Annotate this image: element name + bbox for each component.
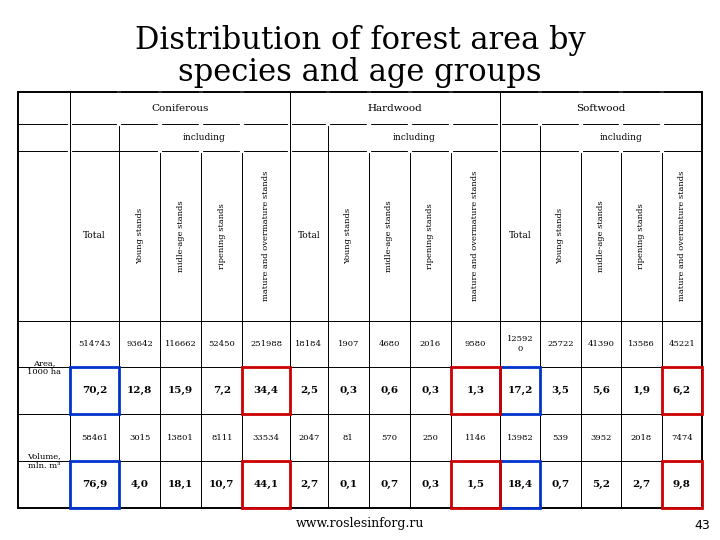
Text: 0,7: 0,7 — [552, 480, 570, 489]
Text: 1146: 1146 — [464, 434, 486, 442]
Text: 539: 539 — [552, 434, 569, 442]
Text: 10,7: 10,7 — [209, 480, 235, 489]
Text: Young stands: Young stands — [135, 208, 143, 264]
Text: 3952: 3952 — [590, 434, 611, 442]
Text: including: including — [392, 133, 435, 142]
Bar — [662, 461, 702, 508]
Text: Total: Total — [84, 231, 106, 240]
Text: 9,8: 9,8 — [673, 480, 690, 489]
Text: 45221: 45221 — [668, 340, 696, 348]
Text: 514743: 514743 — [78, 340, 111, 348]
Text: 17,2: 17,2 — [508, 386, 533, 395]
Text: 9580: 9580 — [464, 340, 486, 348]
Bar — [662, 367, 702, 414]
Text: species and age groups: species and age groups — [178, 57, 542, 87]
Text: 0,3: 0,3 — [339, 386, 357, 395]
Text: 33534: 33534 — [253, 434, 279, 442]
Text: midle-age stands: midle-age stands — [385, 200, 393, 272]
Bar — [500, 461, 540, 508]
Text: 3,5: 3,5 — [552, 386, 570, 395]
Text: 7474: 7474 — [671, 434, 693, 442]
Text: 2,7: 2,7 — [632, 480, 650, 489]
Text: www.roslesinforg.ru: www.roslesinforg.ru — [296, 517, 424, 530]
Bar — [70, 367, 119, 414]
Text: 6,2: 6,2 — [672, 386, 691, 395]
Text: 1,3: 1,3 — [467, 386, 485, 395]
Text: 2016: 2016 — [420, 340, 441, 348]
Text: 52450: 52450 — [208, 340, 235, 348]
Text: 25722: 25722 — [547, 340, 574, 348]
Text: ripening stands: ripening stands — [217, 203, 226, 268]
Text: 1,5: 1,5 — [467, 480, 485, 489]
Text: Softwood: Softwood — [576, 104, 626, 112]
Bar — [243, 367, 290, 414]
Bar — [451, 461, 500, 508]
Text: 15,9: 15,9 — [168, 386, 193, 395]
Text: Hardwood: Hardwood — [367, 104, 422, 112]
Text: 0,3: 0,3 — [421, 386, 439, 395]
Text: 3015: 3015 — [129, 434, 150, 442]
Text: Young stands: Young stands — [344, 208, 352, 264]
Text: 2,5: 2,5 — [300, 386, 318, 395]
Text: including: including — [183, 133, 226, 142]
Text: 2,7: 2,7 — [300, 480, 318, 489]
Text: 2018: 2018 — [631, 434, 652, 442]
Text: 70,2: 70,2 — [82, 386, 107, 395]
Text: 4,0: 4,0 — [130, 480, 148, 489]
Text: Area,
1000 ha: Area, 1000 ha — [27, 359, 61, 376]
Text: Total: Total — [297, 231, 320, 240]
Text: 44,1: 44,1 — [253, 480, 279, 489]
Text: Volume,
mln. m³: Volume, mln. m³ — [27, 453, 61, 470]
Text: 250: 250 — [423, 434, 438, 442]
Text: ripening stands: ripening stands — [637, 203, 645, 268]
Text: 116662: 116662 — [165, 340, 197, 348]
Bar — [500, 367, 540, 414]
Text: mature and overmature stands: mature and overmature stands — [678, 171, 685, 301]
Text: Total: Total — [509, 231, 531, 240]
Text: midle-age stands: midle-age stands — [597, 200, 605, 272]
Text: 18,1: 18,1 — [168, 480, 193, 489]
Text: 13982: 13982 — [507, 434, 534, 442]
Text: 13586: 13586 — [628, 340, 654, 348]
Text: 4680: 4680 — [379, 340, 400, 348]
Text: 5,2: 5,2 — [592, 480, 610, 489]
Bar — [243, 461, 290, 508]
Text: 0,6: 0,6 — [380, 386, 398, 395]
Text: 18184: 18184 — [295, 340, 323, 348]
Text: midle-age stands: midle-age stands — [176, 200, 185, 272]
Text: 18,4: 18,4 — [508, 480, 533, 489]
Text: 2047: 2047 — [298, 434, 320, 442]
Text: 0,3: 0,3 — [421, 480, 439, 489]
Text: 1907: 1907 — [338, 340, 359, 348]
Text: mature and overmature stands: mature and overmature stands — [472, 171, 480, 301]
Text: 0,7: 0,7 — [380, 480, 398, 489]
Text: 12592
0: 12592 0 — [507, 335, 534, 353]
Text: Distribution of forest area by: Distribution of forest area by — [135, 24, 585, 56]
Text: 0,1: 0,1 — [339, 480, 357, 489]
Text: 34,4: 34,4 — [253, 386, 279, 395]
Text: 251988: 251988 — [250, 340, 282, 348]
Text: 41390: 41390 — [588, 340, 614, 348]
Text: 13801: 13801 — [167, 434, 194, 442]
Text: 8111: 8111 — [211, 434, 233, 442]
Text: 7,2: 7,2 — [212, 386, 231, 395]
Bar — [451, 367, 500, 414]
Text: Young stands: Young stands — [557, 208, 564, 264]
Text: mature and overmature stands: mature and overmature stands — [262, 171, 270, 301]
Text: 1,9: 1,9 — [632, 386, 650, 395]
Text: ripening stands: ripening stands — [426, 203, 434, 268]
Text: 5,6: 5,6 — [592, 386, 610, 395]
Text: 76,9: 76,9 — [82, 480, 107, 489]
Text: 58461: 58461 — [81, 434, 108, 442]
Text: including: including — [600, 133, 642, 142]
Bar — [70, 461, 119, 508]
Text: Coniferous: Coniferous — [151, 104, 209, 112]
Text: 81: 81 — [343, 434, 354, 442]
Text: 570: 570 — [382, 434, 397, 442]
Text: 12,8: 12,8 — [127, 386, 152, 395]
Text: 43: 43 — [694, 519, 710, 532]
Text: 93642: 93642 — [126, 340, 153, 348]
